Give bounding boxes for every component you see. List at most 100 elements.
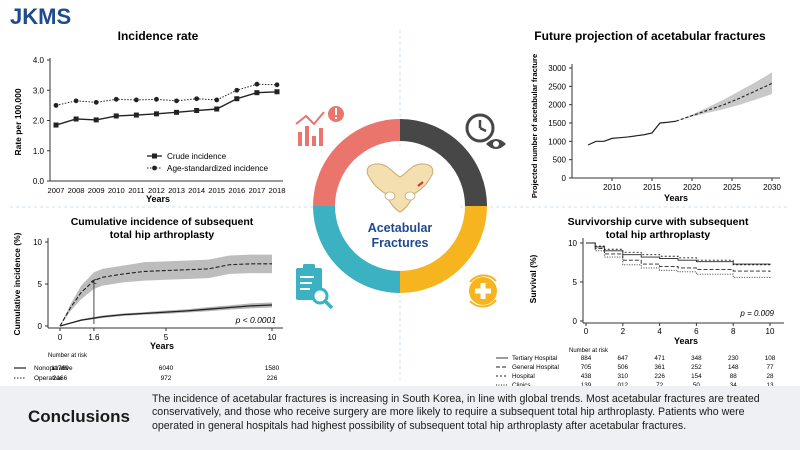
survivorship-xtick-label: 6	[694, 327, 699, 336]
survivorship-risk-value: 139	[581, 382, 592, 386]
crude-incidence-point	[274, 89, 280, 95]
diagram-canvas: JKMS Incidence rate Rate per 100,000 0.0…	[10, 4, 790, 386]
legend-age-marker	[152, 165, 157, 171]
incidence-xlabel: Years	[146, 194, 170, 204]
projection-ylabel: Projected number of acetabular fracture	[530, 54, 539, 198]
age-standardized-point	[174, 98, 179, 104]
crude-incidence-point	[93, 117, 99, 123]
incidence-xtick-label: 2011	[128, 186, 144, 195]
survivorship-xtick-label: 2	[621, 327, 626, 336]
center-title-line2: Fractures	[372, 236, 429, 250]
cumulative-risk-value: 2166	[53, 375, 68, 382]
crude-incidence-point	[113, 113, 119, 119]
risk-label-nonoperative: Nonoperative	[34, 365, 73, 372]
risk-label-general: General Hospital	[512, 364, 559, 371]
incidence-xtick-label: 2017	[248, 186, 265, 195]
incidence-ytick-label: 2.0	[33, 117, 45, 126]
clock-eye-icon	[465, 113, 506, 149]
cumulative-risk-header: Number at risk	[48, 353, 88, 359]
legend-crude-marker	[152, 153, 157, 159]
projection-ytick-label: 500	[553, 156, 567, 165]
legend-crude-label: Crude incidence	[167, 152, 227, 161]
hospital-line	[586, 242, 771, 267]
age-standardized-point	[53, 102, 59, 108]
projection-ytick-label: 1000	[548, 137, 566, 146]
survivorship-title-line2: total hip arthroplasty	[606, 229, 711, 241]
survivorship-risk-value: 77	[766, 364, 774, 371]
survivorship-risk-value: 108	[765, 355, 776, 362]
survivorship-risk-value: 226	[654, 373, 665, 380]
projection-title: Future projection of acetabular fracture…	[534, 29, 766, 43]
cumulative-xlabel: Years	[150, 341, 174, 351]
projection-xtick-label: 2010	[603, 183, 621, 192]
cumulative-risk-value: 972	[161, 375, 172, 382]
survivorship-risk-value: 506	[618, 364, 629, 371]
cumulative-xtick-label: 1.6	[88, 333, 100, 342]
projection-ytick-label: 3000	[548, 64, 566, 73]
projection-xlabel: Years	[664, 193, 688, 203]
survivorship-risk-value: 88	[730, 373, 738, 380]
observed-line	[587, 120, 677, 146]
cumulative-xtick-label: 10	[268, 333, 277, 342]
crude-incidence-point	[214, 106, 220, 112]
center-ring: Acetabular Fractures	[313, 119, 487, 293]
survivorship-title-line1: Survivorship curve with subsequent	[568, 216, 749, 228]
survivorship-risk-value: 50	[693, 382, 701, 386]
incidence-ytick-label: 3.0	[33, 86, 45, 95]
survivorship-ytick-label: 0	[573, 317, 578, 326]
incidence-xtick-label: 2013	[168, 186, 185, 195]
crude-incidence-point	[133, 112, 139, 118]
ring-segment-red	[313, 119, 401, 207]
cumulative-pvalue: p < 0.0001	[235, 315, 277, 325]
survivorship-xtick-label: 8	[731, 327, 736, 336]
age-standardized-point	[254, 81, 260, 87]
ring-segment-yellow	[399, 205, 487, 293]
survivorship-risk-value: 13	[766, 382, 774, 386]
ring-segment-dark	[399, 119, 487, 207]
projection-xtick-label: 2025	[723, 183, 741, 192]
projection-ytick-label: 0	[562, 174, 567, 183]
incidence-xtick-label: 2007	[48, 186, 65, 195]
operative-band	[60, 254, 272, 326]
ring-segment-teal	[313, 205, 401, 293]
incidence-ytick-label: 0.0	[33, 177, 45, 186]
medical-cross-icon	[469, 274, 497, 308]
crude-incidence-point	[174, 109, 180, 115]
incidence-xtick-label: 2018	[269, 186, 286, 195]
cumulative-ytick-label: 5	[38, 280, 43, 289]
incidence-xtick-label: 2009	[88, 186, 105, 195]
projection-panel: Future projection of acetabular fracture…	[530, 29, 781, 203]
incidence-xtick-label: 2012	[148, 186, 165, 195]
age-standardized-point	[133, 97, 139, 103]
journal-logo: JKMS	[10, 4, 71, 29]
clipboard-search-icon	[296, 264, 334, 310]
survivorship-ytick-label: 5	[573, 278, 578, 287]
pelvis-bone-icon	[366, 163, 434, 213]
crude-incidence-point	[53, 122, 59, 128]
age-standardized-point	[214, 97, 220, 103]
cumulative-risk-value: 6040	[159, 365, 174, 372]
incidence-xtick-label: 2015	[208, 186, 225, 195]
cumulative-ytick-label: 0	[38, 322, 43, 331]
cumulative-xtick-label: 0	[58, 333, 63, 342]
cumulative-ytick-label: 10	[33, 238, 42, 247]
survivorship-risk-value: 310	[618, 373, 629, 380]
age-standardized-point	[234, 87, 240, 93]
survivorship-xlabel: Years	[674, 336, 698, 346]
cumulative-title-line2: total hip arthroplasty	[110, 229, 215, 241]
survivorship-pvalue: p = 0.009	[739, 309, 774, 318]
crude-incidence-point	[73, 116, 79, 122]
cumulative-risk-value: 226	[267, 375, 278, 382]
cumulative-panel: Cumulative incidence of subsequent total…	[12, 216, 283, 382]
survivorship-risk-header: Number at risk	[569, 348, 609, 354]
survivorship-xtick-label: 0	[584, 327, 589, 336]
age-standardized-point	[194, 96, 200, 102]
survivorship-risk-value: 148	[728, 364, 739, 371]
conclusions-text: The incidence of acetabular fractures is…	[152, 393, 760, 432]
incidence-ytick-label: 4.0	[33, 56, 45, 65]
survivorship-xtick-label: 10	[766, 327, 775, 336]
crude-incidence-point	[153, 111, 159, 117]
risk-label-tertiary: Tertiary Hospital	[512, 355, 557, 362]
age-standardized-point	[154, 96, 159, 102]
survivorship-panel: Survivorship curve with subsequent total…	[496, 216, 784, 386]
